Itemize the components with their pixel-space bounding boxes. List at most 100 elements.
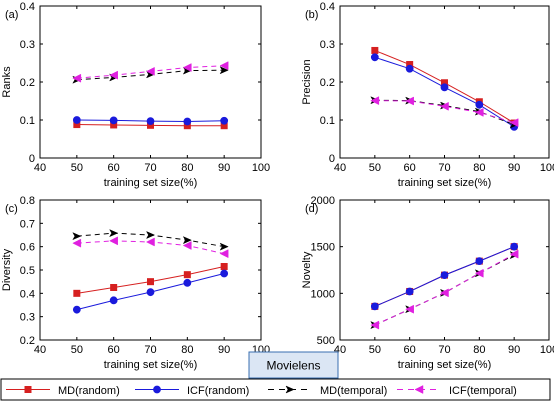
legend-box [0, 378, 551, 401]
legend-item-icf-random: ICF(random) [135, 385, 249, 397]
legend-label: ICF(random) [187, 385, 249, 397]
y-tick-label: 0.3 [20, 39, 35, 51]
dataset-label-box: Movielens [248, 351, 339, 379]
data-point [182, 63, 192, 72]
legend-label: MD(temporal) [320, 385, 387, 397]
data-point [72, 73, 82, 83]
data-point [475, 100, 484, 109]
legend-marker [24, 386, 32, 393]
legend-label: MD(random) [58, 385, 120, 397]
series-line [374, 100, 515, 124]
legend: MD(random) ICF(random) MD(temporal) ICF(tem… [0, 378, 551, 401]
series-icf-temporal [370, 96, 519, 128]
y-axis-label: Diversity [1, 248, 13, 291]
y-tick-label: 0.2 [20, 77, 35, 89]
panel-c: 40 50 60 70 80 90 1000.20.30.40.50.60.70.8trai… [1, 195, 270, 371]
x-tick-label: 50 [369, 162, 381, 174]
data-point [439, 101, 449, 111]
x-tick-label: 70 [144, 344, 156, 356]
x-tick-label: 70 [438, 162, 450, 174]
y-tick-label: 2000 [311, 195, 335, 207]
panel-label: (d) [305, 203, 318, 215]
panel-label: (b) [305, 9, 318, 21]
y-tick-label: 0.4 [320, 1, 335, 13]
series-icf-random [72, 269, 229, 314]
data-point [109, 296, 118, 305]
data-point [440, 83, 449, 92]
y-tick-label: 0.2 [320, 77, 335, 89]
data-point [405, 287, 414, 296]
legend-item-md-random: MD(random) [6, 385, 120, 397]
data-point [370, 53, 379, 62]
data-point [370, 96, 380, 106]
data-point [475, 257, 484, 266]
x-tick-label: 40 [34, 344, 46, 356]
y-tick-label: 0.1 [20, 115, 35, 127]
legend-item-icf-temporal: ICF(temporal) [397, 385, 517, 397]
data-point [183, 271, 191, 279]
x-tick-label: 90 [218, 344, 230, 356]
data-point [220, 263, 228, 270]
data-point [73, 289, 81, 297]
series-line [374, 254, 515, 326]
data-point [182, 241, 192, 250]
data-point [109, 70, 118, 80]
x-tick-label: 80 [181, 344, 193, 356]
y-tick-label: 0.8 [20, 195, 35, 207]
legend-marker [285, 385, 295, 394]
data-point [146, 288, 155, 297]
y-tick-label: 0 [29, 153, 35, 165]
y-tick-label: 0.3 [20, 312, 35, 324]
x-tick-label: 50 [369, 344, 381, 356]
y-tick-label: 0.6 [20, 242, 35, 254]
legend-marker [414, 385, 424, 394]
x-axis-label: training set size(%) [104, 177, 198, 189]
panel-c-axes-frame [39, 199, 262, 341]
data-point [405, 64, 414, 73]
data-point [219, 249, 229, 259]
data-point [405, 304, 414, 314]
data-point [147, 278, 154, 286]
y-tick-label: 0 [329, 153, 335, 165]
series-md-temporal [72, 229, 229, 251]
series-icf-temporal [72, 61, 229, 83]
x-tick-label: 90 [508, 344, 520, 356]
y-tick-label: 0.2 [20, 335, 35, 347]
data-point [145, 66, 155, 76]
x-tick-label: 80 [473, 344, 485, 356]
y-tick-label: 0.1 [320, 115, 335, 127]
y-tick-label: 1500 [311, 242, 335, 254]
y-axis-label: Precision [301, 59, 313, 104]
series-icf-random [72, 116, 229, 126]
data-point [510, 242, 519, 251]
data-point [72, 232, 82, 241]
data-point [72, 238, 82, 248]
data-point [110, 284, 118, 291]
dataset-label: Movielens [266, 359, 320, 373]
data-point [72, 305, 81, 314]
data-point [109, 116, 118, 125]
y-tick-label: 500 [317, 335, 335, 347]
x-tick-label: 60 [108, 162, 120, 174]
legend-item-md-temporal: MD(temporal) [268, 385, 387, 397]
data-point [183, 117, 192, 126]
data-point [109, 236, 118, 246]
data-point [183, 278, 192, 287]
data-point [509, 249, 519, 259]
data-point [370, 320, 380, 330]
legend-marker [153, 385, 161, 394]
data-point [146, 117, 155, 126]
panel-b: 40 50 60 70 80 90 100 0 0.1 0.2 0.3 0.4 training set… [301, 1, 554, 189]
series-line [374, 253, 515, 326]
panel-a: 40 50 60 70 80 90 100 0 0.1 0.2 0.3 0.4 training set… [1, 1, 270, 189]
data-point [219, 66, 229, 75]
y-tick-label: 0.4 [20, 1, 35, 13]
x-tick-label: 60 [108, 344, 120, 356]
data-point [474, 268, 484, 278]
y-axis-label: Ranks [1, 66, 13, 98]
data-point [182, 236, 192, 245]
data-point [509, 118, 519, 128]
x-tick-label: 40 [34, 162, 46, 174]
